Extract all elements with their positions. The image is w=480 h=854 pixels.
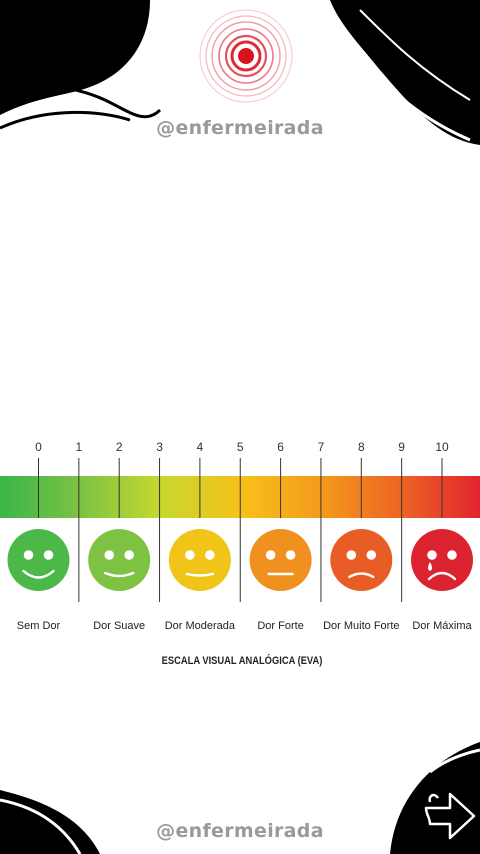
tick-label-6: 6 — [277, 440, 284, 454]
level-label-1: Dor Suave — [93, 620, 146, 632]
tick-label-0: 0 — [35, 440, 42, 454]
tick-label-10: 10 — [435, 440, 449, 454]
tick-label-9: 9 — [398, 440, 405, 454]
level-label-0: Sem Dor — [16, 620, 61, 632]
scale-title: ESCALA VISUAL ANALÓGICA (EVA) — [161, 655, 323, 667]
level-label-4: Dor Muito Forte — [323, 620, 400, 632]
neutral-smile-icon — [168, 529, 231, 591]
top-right-blob — [330, 0, 480, 145]
tick-label-5: 5 — [236, 440, 244, 454]
next-button[interactable] — [420, 786, 480, 846]
crying-face-icon — [411, 529, 473, 591]
handle-top: @enfermeirada — [156, 117, 324, 139]
big-smile-icon — [7, 529, 70, 591]
frown-icon — [330, 529, 393, 591]
tick-label-4: 4 — [196, 440, 204, 454]
level-label-3: Dor Forte — [257, 620, 304, 632]
neutral-face-icon — [249, 529, 312, 591]
tick-label-8: 8 — [357, 440, 365, 454]
tick-label-2: 2 — [115, 440, 123, 454]
top-left-blob — [0, 0, 150, 115]
tick-label-1: 1 — [75, 440, 83, 454]
smile-icon — [88, 529, 151, 591]
target-logo-icon — [199, 9, 293, 103]
top-left-curve — [0, 85, 162, 119]
bottom-right-blob — [390, 742, 480, 854]
level-label-2: Dor Moderada — [164, 620, 236, 632]
tick-label-7: 7 — [317, 440, 325, 454]
level-label-5: Dor Máxima — [412, 620, 472, 632]
tick-label-3: 3 — [156, 440, 163, 454]
arrow-right-icon — [424, 792, 476, 840]
handle-bottom: @enfermeirada — [156, 820, 324, 842]
pain-scale-graphic — [0, 458, 480, 602]
